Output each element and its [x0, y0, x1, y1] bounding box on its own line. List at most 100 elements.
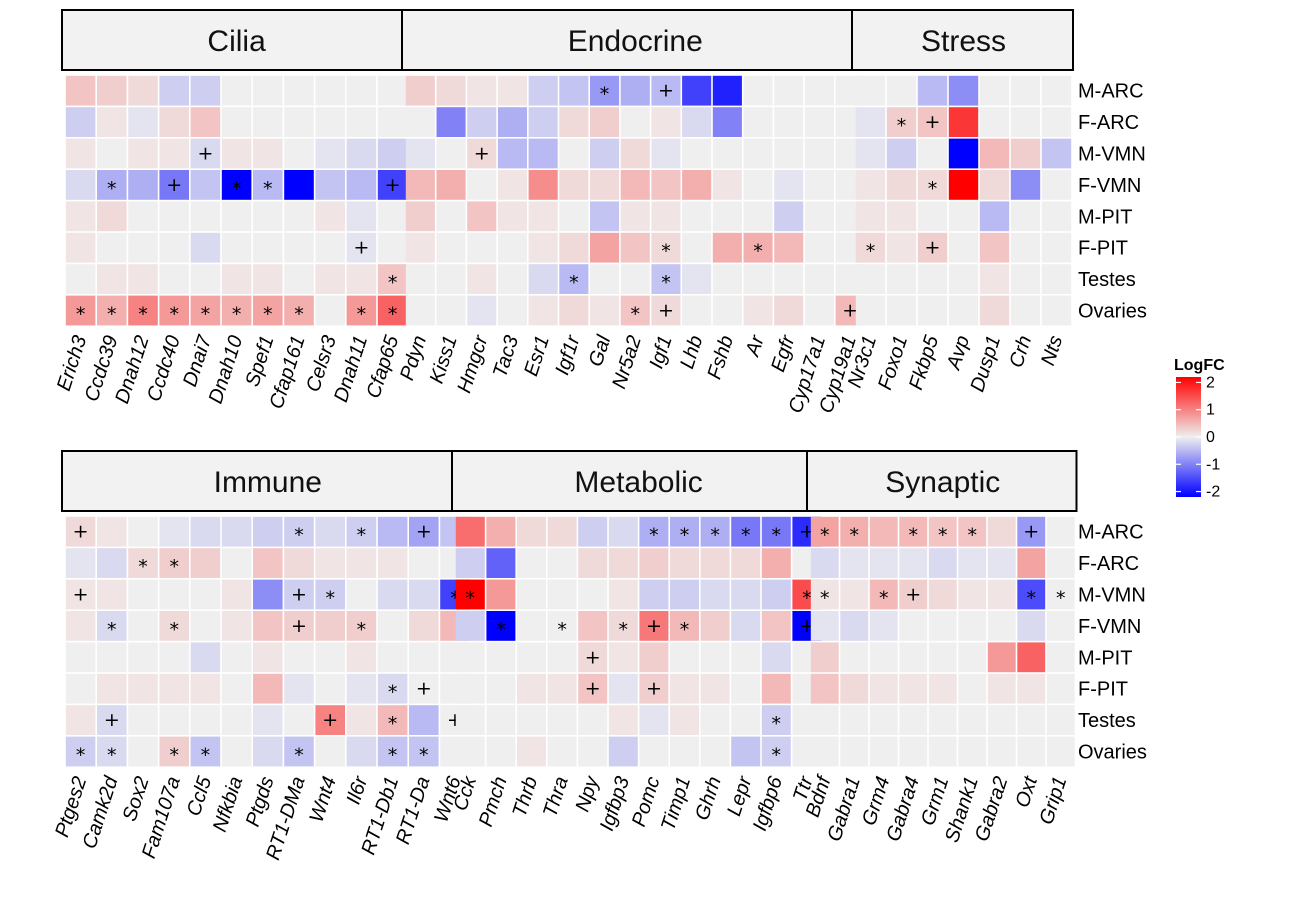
heatmap-cell [159, 75, 189, 106]
heatmap-cell [987, 705, 1016, 735]
heatmap-cell [315, 264, 345, 294]
heatmap-cell [761, 673, 791, 704]
significance-plus: + [73, 584, 89, 606]
significance-star: * [388, 745, 398, 767]
heatmap-cell [253, 264, 283, 294]
heatmap-cell [761, 611, 791, 641]
significance-star: * [325, 588, 335, 610]
heatmap-cell [528, 75, 558, 106]
heatmap-cell [455, 516, 485, 547]
heatmap-cell [682, 295, 712, 326]
heatmap-cell [1010, 295, 1041, 326]
significance-star: * [649, 525, 659, 547]
significance-star: * [107, 619, 117, 641]
heatmap-cell [159, 516, 189, 547]
significance-star: * [661, 241, 671, 263]
column-label-il6r: Il6r [343, 773, 373, 807]
heatmap-cell [436, 295, 466, 326]
heatmap-cell [346, 75, 377, 106]
significance-star: * [741, 525, 751, 547]
heatmap-cell [65, 642, 96, 673]
heatmap-cell [65, 264, 96, 294]
heatmap-cell [486, 705, 516, 735]
heatmap-cell [405, 201, 435, 232]
heatmap-cell [855, 107, 886, 137]
significance-star: * [388, 272, 398, 294]
heatmap-cell [620, 232, 650, 263]
heatmap-cell [409, 705, 439, 735]
heatmap-cell [315, 579, 345, 610]
heatmap-cell [712, 232, 742, 263]
heatmap-cell [855, 170, 886, 200]
heatmap-cell [1017, 516, 1046, 547]
heatmap-cell [761, 736, 791, 767]
heatmap-cell [1010, 75, 1041, 106]
heatmap-cell [979, 295, 1010, 326]
panel-cilia: Cilia+* + * * ++** * * * * * * * * *Erich3Ccdc39Dnah1… [53, 9, 411, 412]
heatmap-cell [578, 705, 608, 735]
heatmap-cell [869, 673, 898, 704]
column-label-ccl5: Ccl5 [183, 773, 217, 819]
heatmap-cell [731, 673, 761, 704]
heatmap-cell [346, 642, 377, 673]
heatmap-cell [159, 673, 189, 704]
heatmap-cell [377, 579, 408, 610]
heatmap-cell [284, 75, 314, 106]
heatmap-cell [190, 705, 221, 735]
heatmap-cell [620, 138, 650, 169]
heatmap-cell [682, 138, 712, 169]
row-label: F-VMN [1078, 616, 1141, 638]
heatmap-cell [517, 579, 546, 610]
significance-star: * [569, 272, 579, 294]
heatmap-cell [221, 201, 252, 232]
heatmap-cell [559, 295, 589, 326]
heatmap-cell [578, 611, 608, 641]
significance-star: * [419, 745, 429, 767]
heatmap-cell [97, 170, 127, 200]
significance-star: * [802, 588, 812, 610]
heatmap-cell [284, 579, 314, 610]
significance-plus: + [646, 615, 662, 637]
heatmap-cell [682, 264, 712, 294]
heatmap-cell [590, 295, 620, 326]
heatmap-cell [547, 579, 577, 610]
heatmap-cell [547, 705, 577, 735]
heatmap-cell [528, 232, 558, 263]
significance-star: * [619, 619, 629, 641]
heatmap-cell [346, 170, 377, 200]
heatmap-cell [409, 548, 439, 578]
significance-plus: + [73, 521, 89, 543]
column-label-tac3: Tac3 [489, 333, 523, 380]
significance-star: * [772, 713, 782, 735]
heatmap-cell [700, 579, 730, 610]
heatmap-cell [284, 516, 314, 547]
heatmap-cell [436, 264, 466, 294]
significance-star: * [680, 619, 690, 641]
heatmap-cell [159, 201, 189, 232]
heatmap-cell [731, 579, 761, 610]
heatmap-cell [810, 736, 839, 767]
heatmap-cell [979, 201, 1010, 232]
row-label: M-VMN [1078, 585, 1146, 607]
heatmap-cell [253, 611, 283, 641]
panel-synaptic: Synaptic* * * * * +* * + * *BdnfGabra1Grm4Gabra4G… [802, 450, 1078, 845]
heatmap-cell [639, 736, 669, 767]
heatmap-cell [840, 516, 869, 547]
heatmap-cell [65, 232, 96, 263]
heatmap-cell [1046, 642, 1075, 673]
significance-star: * [938, 525, 948, 547]
heatmap-cell [670, 579, 699, 610]
heatmap-cell [743, 75, 773, 106]
heatmap-cell [436, 201, 466, 232]
heatmap-cell [159, 170, 189, 200]
heatmap-cell [559, 170, 589, 200]
heatmap-cell [1041, 138, 1072, 169]
heatmap-cell [221, 548, 252, 578]
heatmap-cell [886, 232, 917, 263]
heatmap-cell [346, 232, 377, 263]
heatmap-panels: Cilia+* + * * ++** * * * * * * * * *Erich3Ccdc39Dnah1… [51, 9, 1147, 863]
heatmap-cell [467, 295, 497, 326]
heatmap-cell [899, 642, 928, 673]
heatmap-cell [620, 201, 650, 232]
heatmap-cell [284, 736, 314, 767]
